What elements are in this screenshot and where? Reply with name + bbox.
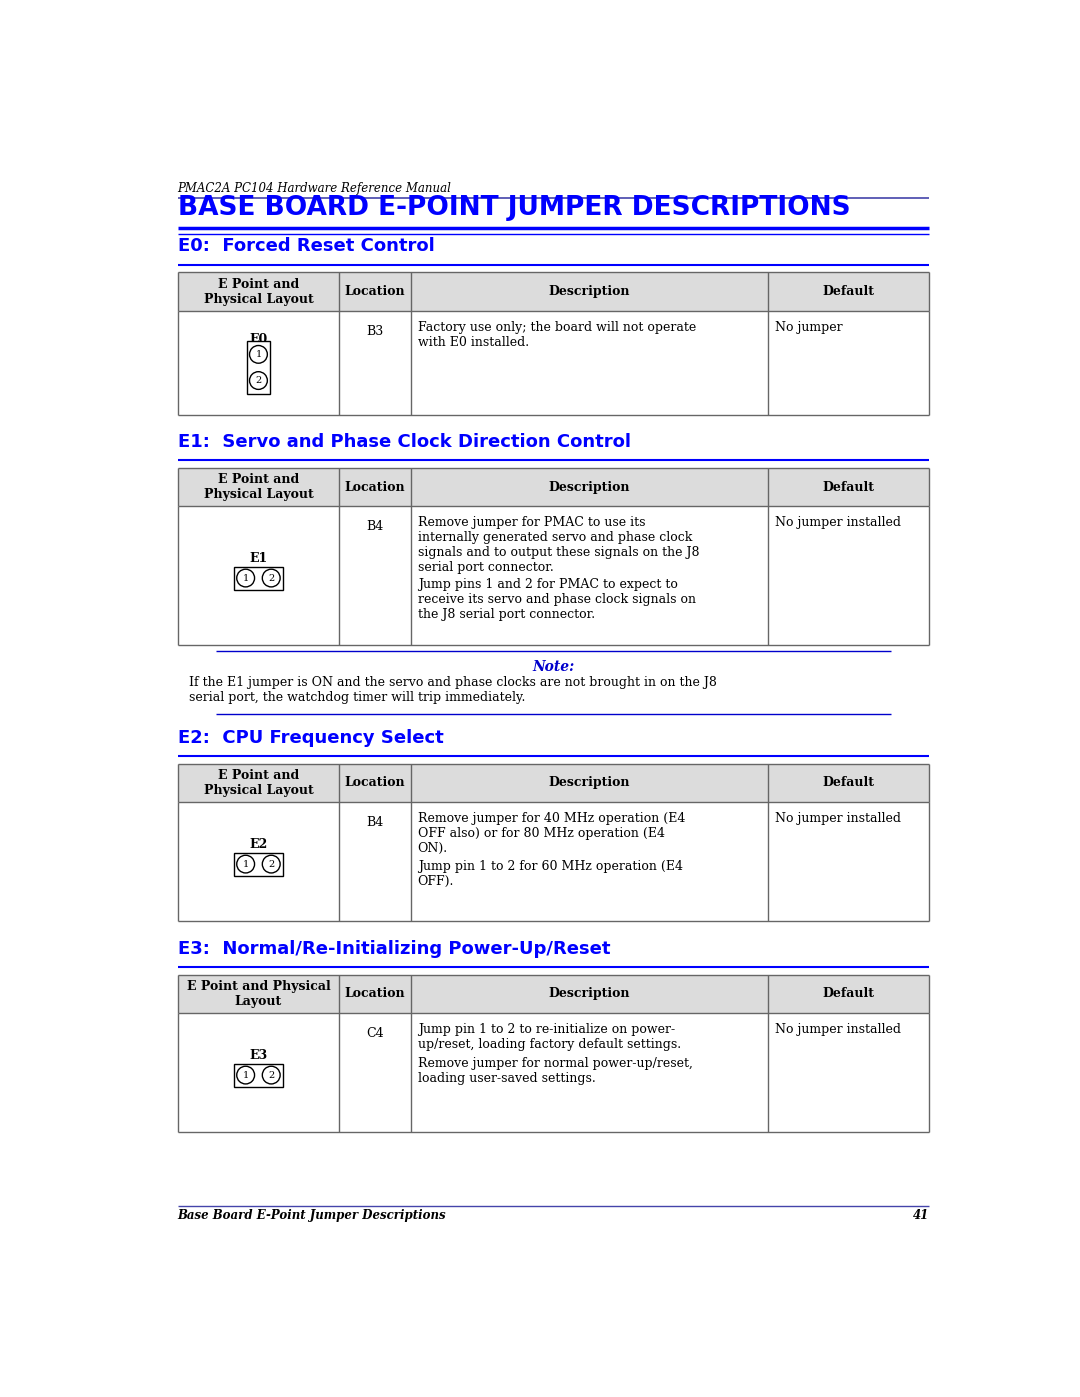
Text: Note:: Note: <box>532 659 575 673</box>
Text: Location: Location <box>345 777 405 789</box>
Text: Remove jumper for PMAC to use its
internally generated servo and phase clock
sig: Remove jumper for PMAC to use its intern… <box>418 517 699 574</box>
Text: Description: Description <box>549 285 630 298</box>
Text: E1:  Servo and Phase Clock Direction Control: E1: Servo and Phase Clock Direction Cont… <box>177 433 631 451</box>
Text: Factory use only; the board will not operate
with E0 installed.: Factory use only; the board will not ope… <box>418 321 696 349</box>
Circle shape <box>249 372 268 390</box>
Text: 2: 2 <box>255 376 261 386</box>
Text: 41: 41 <box>913 1208 930 1222</box>
FancyBboxPatch shape <box>234 1063 283 1087</box>
FancyBboxPatch shape <box>177 764 930 802</box>
Text: 2: 2 <box>268 859 274 869</box>
Text: 2: 2 <box>268 574 274 583</box>
Text: Jump pins 1 and 2 for PMAC to expect to
receive its servo and phase clock signal: Jump pins 1 and 2 for PMAC to expect to … <box>418 578 696 622</box>
Text: 1: 1 <box>255 349 261 359</box>
Text: C4: C4 <box>366 1027 383 1039</box>
FancyBboxPatch shape <box>234 852 283 876</box>
Text: Jump pin 1 to 2 for 60 MHz operation (E4
OFF).: Jump pin 1 to 2 for 60 MHz operation (E4… <box>418 861 683 888</box>
Circle shape <box>249 345 268 363</box>
Text: BASE BOARD E-POINT JUMPER DESCRIPTIONS: BASE BOARD E-POINT JUMPER DESCRIPTIONS <box>177 194 850 221</box>
Text: E0: E0 <box>249 334 268 346</box>
Text: Jump pin 1 to 2 to re-initialize on power-
up/reset, loading factory default set: Jump pin 1 to 2 to re-initialize on powe… <box>418 1023 680 1051</box>
Text: E2:  CPU Frequency Select: E2: CPU Frequency Select <box>177 729 444 746</box>
Text: E3: E3 <box>249 1049 268 1062</box>
Text: 2: 2 <box>268 1070 274 1080</box>
Text: Default: Default <box>823 988 875 1000</box>
Text: 1: 1 <box>243 859 248 869</box>
Text: No jumper installed: No jumper installed <box>774 812 901 826</box>
Circle shape <box>237 569 255 587</box>
Text: B3: B3 <box>366 324 383 338</box>
Text: Default: Default <box>823 481 875 493</box>
Circle shape <box>237 855 255 873</box>
Text: E1: E1 <box>249 552 268 566</box>
Text: 1: 1 <box>243 574 248 583</box>
Circle shape <box>262 569 280 587</box>
Text: If the E1 jumper is ON and the servo and phase clocks are not brought in on the : If the E1 jumper is ON and the servo and… <box>189 676 717 704</box>
Text: B4: B4 <box>366 816 383 828</box>
Text: No jumper installed: No jumper installed <box>774 1023 901 1037</box>
Text: No jumper installed: No jumper installed <box>774 517 901 529</box>
Text: E Point and
Physical Layout: E Point and Physical Layout <box>203 278 313 306</box>
Text: E3:  Normal/Re-Initializing Power-Up/Reset: E3: Normal/Re-Initializing Power-Up/Rese… <box>177 940 610 958</box>
Text: Description: Description <box>549 777 630 789</box>
Text: Default: Default <box>823 777 875 789</box>
Text: Location: Location <box>345 285 405 298</box>
Circle shape <box>262 1066 280 1084</box>
Text: No jumper: No jumper <box>774 321 842 334</box>
FancyBboxPatch shape <box>177 468 930 507</box>
Text: Remove jumper for normal power-up/reset,
loading user-saved settings.: Remove jumper for normal power-up/reset,… <box>418 1058 692 1085</box>
FancyBboxPatch shape <box>247 341 270 394</box>
Text: Default: Default <box>823 285 875 298</box>
Text: 1: 1 <box>243 1070 248 1080</box>
Text: E Point and Physical
Layout: E Point and Physical Layout <box>187 979 330 1007</box>
Text: Location: Location <box>345 481 405 493</box>
Text: Remove jumper for 40 MHz operation (E4
OFF also) or for 80 MHz operation (E4
ON): Remove jumper for 40 MHz operation (E4 O… <box>418 812 685 855</box>
Text: E0:  Forced Reset Control: E0: Forced Reset Control <box>177 237 434 256</box>
Circle shape <box>237 1066 255 1084</box>
Text: PMAC2A PC104 Hardware Reference Manual: PMAC2A PC104 Hardware Reference Manual <box>177 182 451 194</box>
Text: Description: Description <box>549 988 630 1000</box>
Text: E Point and
Physical Layout: E Point and Physical Layout <box>203 474 313 502</box>
Text: E2: E2 <box>249 838 268 851</box>
Text: B4: B4 <box>366 520 383 534</box>
FancyBboxPatch shape <box>234 567 283 590</box>
Circle shape <box>262 855 280 873</box>
FancyBboxPatch shape <box>177 272 930 312</box>
Text: Location: Location <box>345 988 405 1000</box>
Text: Base Board E-Point Jumper Descriptions: Base Board E-Point Jumper Descriptions <box>177 1208 446 1222</box>
Text: E Point and
Physical Layout: E Point and Physical Layout <box>203 768 313 796</box>
FancyBboxPatch shape <box>177 975 930 1013</box>
Text: Description: Description <box>549 481 630 493</box>
